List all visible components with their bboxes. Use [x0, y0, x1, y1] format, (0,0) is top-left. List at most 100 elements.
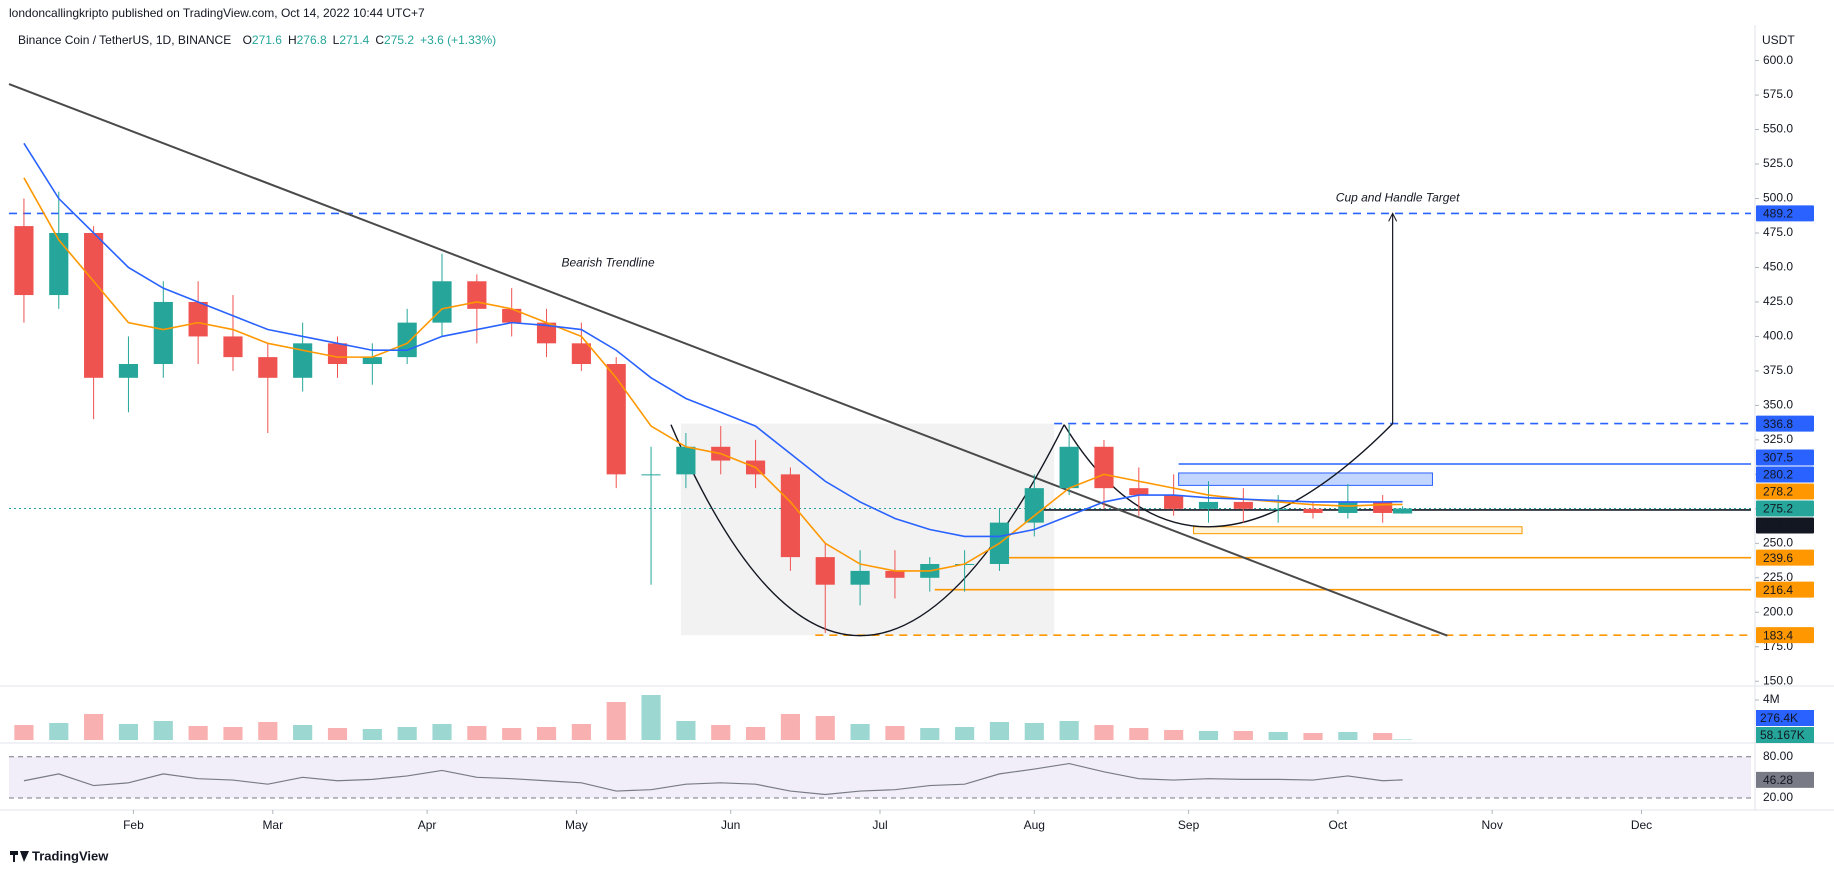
volume-bar — [1373, 733, 1393, 740]
volume-bar — [258, 722, 278, 740]
ohlc-key: O — [243, 33, 252, 47]
price-label: 183.4 — [1763, 628, 1793, 642]
candle-body — [1198, 501, 1219, 509]
price-label: 489.2 — [1763, 207, 1793, 221]
zone — [1178, 472, 1433, 486]
volume-label-box — [1756, 710, 1814, 726]
volume-bar — [920, 728, 940, 740]
x-tick-label: Nov — [1482, 818, 1503, 832]
change: +3.6 (+1.33%) — [420, 33, 496, 47]
volume-bar — [815, 716, 835, 740]
zone — [1193, 526, 1523, 535]
y-tick-label: 250.0 — [1763, 535, 1793, 549]
y-tick-label: 550.0 — [1763, 122, 1793, 136]
volume-bar — [1338, 732, 1358, 740]
volume-bar — [327, 728, 348, 740]
ohlc-key: C — [375, 33, 384, 47]
price-label: 307.5 — [1763, 451, 1793, 465]
candle-body — [885, 570, 905, 578]
volume-bar — [571, 724, 591, 740]
volume-bar — [84, 714, 104, 740]
candle-body — [1164, 495, 1184, 509]
y-tick-label: 500.0 — [1763, 191, 1793, 205]
candle-body — [502, 308, 522, 323]
price-label-box — [1756, 549, 1814, 566]
x-tick-label: Feb — [123, 818, 144, 832]
candle-body — [327, 343, 348, 365]
volume-bar — [14, 725, 34, 740]
candle-body — [84, 232, 104, 378]
volume-label-box — [1756, 727, 1814, 743]
x-tick-label: Oct — [1329, 818, 1348, 832]
volume-bar — [1303, 733, 1323, 740]
candle-body — [14, 226, 34, 296]
candle-body — [571, 343, 591, 365]
ohlc-value: 275.2 — [384, 33, 414, 47]
candle-body — [1373, 501, 1393, 513]
y-tick-label: 325.0 — [1763, 432, 1793, 446]
y-tick-label: 450.0 — [1763, 260, 1793, 274]
volume-bar — [223, 727, 243, 740]
candle-body — [536, 322, 557, 344]
arrow-head — [1388, 212, 1398, 222]
volume-bar — [118, 724, 139, 740]
price-label-box — [1756, 627, 1814, 644]
volume-bar — [850, 724, 870, 740]
candle-body — [223, 336, 243, 358]
volume-bar — [1059, 721, 1079, 740]
y-tick-label: 600.0 — [1763, 53, 1793, 67]
moving-average — [23, 142, 1403, 538]
price-label: 274.2 — [1763, 519, 1793, 533]
y-tick-label: 375.0 — [1763, 363, 1793, 377]
rsi-label-box — [1756, 771, 1814, 788]
footer-logo: TradingView — [32, 848, 109, 863]
trendline — [8, 83, 1448, 637]
volume-bar — [1198, 731, 1219, 740]
rsi-tick-label: 80.00 — [1763, 749, 1793, 763]
volume-bar — [606, 702, 626, 740]
x-tick-label: Apr — [418, 818, 437, 832]
x-tick-label: May — [565, 818, 588, 832]
price-label-box — [1756, 449, 1814, 466]
candle-body — [1129, 488, 1149, 496]
volume-label: 58.167K — [1760, 728, 1805, 742]
volume-bar — [1094, 725, 1114, 740]
volume-bar — [1393, 739, 1413, 740]
price-label-box — [1756, 581, 1814, 598]
volume-bar — [1164, 730, 1184, 740]
volume-bar — [1233, 731, 1253, 740]
volume-bar — [502, 728, 522, 740]
ohlc-key: L — [333, 33, 340, 47]
volume-bar — [745, 727, 766, 740]
y-tick-label: 150.0 — [1763, 673, 1793, 687]
volume-bar — [780, 714, 800, 740]
price-label: 336.8 — [1763, 417, 1793, 431]
x-tick-label: Dec — [1631, 818, 1652, 832]
candle-body — [153, 301, 173, 365]
volume-bar — [536, 727, 557, 740]
candle-body — [1094, 446, 1114, 489]
price-label-box — [1756, 500, 1814, 517]
candle-body — [850, 570, 870, 585]
candle-body — [118, 364, 139, 378]
price-label-box — [1756, 415, 1814, 432]
published-line: londoncallingkripto published on Trading… — [9, 6, 425, 20]
price-label: 216.4 — [1763, 583, 1793, 597]
volume-bar — [1129, 728, 1149, 740]
symbol-header: Binance Coin / TetherUS, 1D, BINANCE O27… — [18, 33, 496, 47]
candle-body — [362, 357, 382, 365]
x-tick-label: Aug — [1024, 818, 1045, 832]
candle-body — [432, 281, 452, 323]
x-tick-label: Jul — [872, 818, 887, 832]
volume-bar — [711, 725, 731, 740]
volume-bar — [1024, 723, 1044, 740]
rsi-band — [9, 756, 1751, 798]
price-label: 239.6 — [1763, 551, 1793, 565]
y-tick-label: 350.0 — [1763, 398, 1793, 412]
candle-body — [676, 446, 696, 475]
price-label: 278.2 — [1763, 485, 1793, 499]
candle-body — [1268, 508, 1288, 510]
y-tick-label: 225.0 — [1763, 570, 1793, 584]
y-tick-label: 200.0 — [1763, 604, 1793, 618]
